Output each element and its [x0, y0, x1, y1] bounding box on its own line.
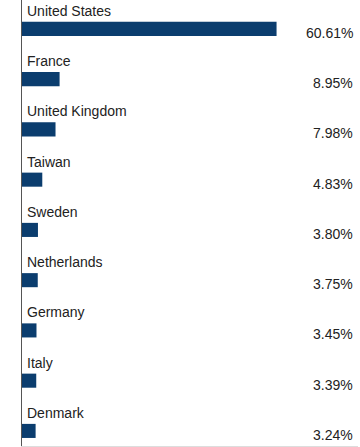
svg-text:3.24%: 3.24%	[313, 427, 353, 443]
svg-text:3.45%: 3.45%	[313, 326, 353, 342]
svg-text:Italy: Italy	[27, 355, 53, 371]
svg-text:Sweden: Sweden	[27, 204, 78, 220]
svg-text:Denmark: Denmark	[27, 405, 85, 421]
svg-text:United States: United States	[27, 3, 111, 19]
svg-text:Netherlands: Netherlands	[27, 254, 103, 270]
svg-text:60.61%: 60.61%	[306, 25, 353, 41]
svg-text:Taiwan: Taiwan	[27, 154, 71, 170]
svg-text:Germany: Germany	[27, 304, 85, 320]
svg-text:United Kingdom: United Kingdom	[27, 103, 127, 119]
svg-text:3.80%: 3.80%	[313, 226, 353, 242]
svg-text:3.75%: 3.75%	[313, 276, 353, 292]
svg-text:7.98%: 7.98%	[313, 125, 353, 141]
svg-text:4.83%: 4.83%	[313, 176, 353, 192]
svg-text:France: France	[27, 53, 71, 69]
svg-text:8.95%: 8.95%	[313, 75, 353, 91]
svg-text:3.39%: 3.39%	[313, 377, 353, 393]
